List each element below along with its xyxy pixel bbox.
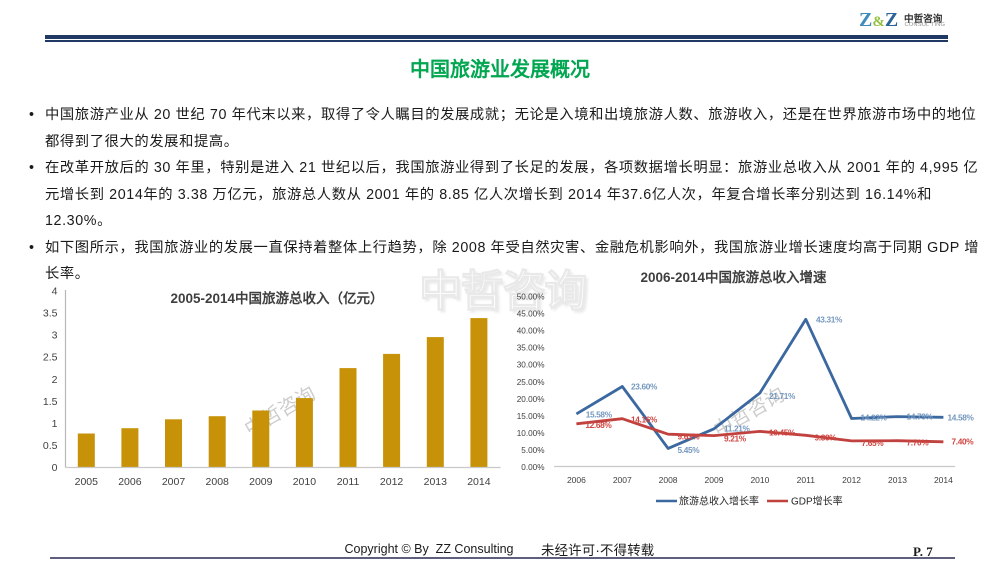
- svg-text:2008: 2008: [659, 475, 678, 485]
- svg-text:5.00%: 5.00%: [521, 446, 544, 455]
- svg-text:2005-2014中国旅游总收入（亿元）: 2005-2014中国旅游总收入（亿元）: [170, 290, 383, 306]
- svg-text:2012: 2012: [380, 476, 404, 488]
- svg-text:3: 3: [52, 330, 58, 342]
- svg-text:GDP增长率: GDP增长率: [791, 495, 843, 508]
- svg-text:25.00%: 25.00%: [517, 378, 545, 387]
- svg-text:15.58%: 15.58%: [586, 410, 613, 420]
- svg-text:2006: 2006: [567, 475, 586, 485]
- svg-text:5.45%: 5.45%: [678, 445, 701, 455]
- svg-text:2005: 2005: [75, 476, 99, 488]
- svg-text:14.16%: 14.16%: [631, 415, 658, 425]
- svg-text:7.40%: 7.40%: [952, 437, 975, 447]
- svg-text:1: 1: [52, 418, 58, 430]
- svg-text:2009: 2009: [705, 475, 724, 485]
- svg-text:2006: 2006: [118, 476, 142, 488]
- svg-text:15.00%: 15.00%: [517, 412, 545, 421]
- svg-text:2010: 2010: [750, 475, 769, 485]
- svg-text:14.58%: 14.58%: [948, 413, 975, 423]
- svg-text:3.5: 3.5: [43, 308, 58, 320]
- svg-text:2012: 2012: [842, 475, 861, 485]
- svg-text:2007: 2007: [613, 475, 632, 485]
- svg-text:2011: 2011: [797, 475, 816, 485]
- svg-text:0.00%: 0.00%: [521, 463, 544, 472]
- svg-text:14.22%: 14.22%: [861, 413, 888, 423]
- svg-text:0: 0: [52, 462, 58, 474]
- svg-text:2.5: 2.5: [43, 352, 58, 364]
- svg-text:2013: 2013: [424, 476, 448, 488]
- svg-text:9.21%: 9.21%: [724, 434, 747, 444]
- svg-text:50.00%: 50.00%: [517, 293, 545, 302]
- svg-text:2009: 2009: [249, 476, 273, 488]
- svg-text:10.00%: 10.00%: [517, 429, 545, 438]
- svg-text:21.71%: 21.71%: [769, 391, 796, 401]
- svg-text:23.60%: 23.60%: [631, 382, 658, 392]
- svg-text:43.31%: 43.31%: [816, 315, 843, 325]
- svg-text:2008: 2008: [206, 476, 230, 488]
- svg-text:7.65%: 7.65%: [862, 438, 885, 448]
- svg-text:35.00%: 35.00%: [517, 344, 545, 353]
- svg-text:45.00%: 45.00%: [517, 310, 545, 319]
- svg-text:20.00%: 20.00%: [517, 395, 545, 404]
- svg-text:2011: 2011: [337, 476, 360, 488]
- svg-text:2006-2014中国旅游总收入增速: 2006-2014中国旅游总收入增速: [640, 269, 827, 285]
- svg-text:9.30%: 9.30%: [815, 433, 838, 443]
- svg-text:40.00%: 40.00%: [517, 327, 545, 336]
- svg-text:4: 4: [52, 285, 58, 297]
- svg-text:2010: 2010: [293, 476, 317, 488]
- svg-text:2014: 2014: [467, 476, 491, 488]
- svg-text:2007: 2007: [162, 476, 186, 488]
- svg-text:1.5: 1.5: [43, 396, 58, 408]
- svg-text:14.79%: 14.79%: [907, 412, 934, 422]
- svg-text:12.68%: 12.68%: [585, 420, 612, 430]
- svg-text:2013: 2013: [888, 475, 907, 485]
- svg-text:9.63%: 9.63%: [678, 432, 701, 442]
- svg-text:30.00%: 30.00%: [517, 361, 545, 370]
- svg-text:2: 2: [52, 374, 58, 386]
- svg-text:11.21%: 11.21%: [724, 424, 751, 434]
- svg-text:0.5: 0.5: [43, 440, 58, 452]
- svg-text:7.70%: 7.70%: [907, 438, 930, 448]
- svg-text:10.45%: 10.45%: [769, 428, 796, 438]
- svg-text:2014: 2014: [934, 475, 953, 485]
- svg-text:旅游总收入增长率: 旅游总收入增长率: [679, 495, 759, 508]
